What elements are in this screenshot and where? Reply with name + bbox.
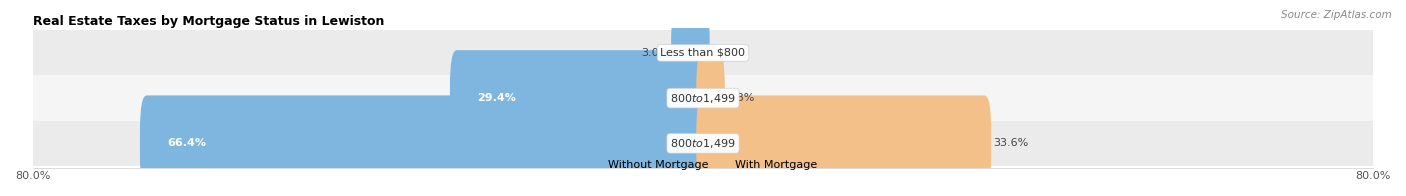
Text: 0.0%: 0.0%	[720, 48, 748, 58]
Text: 3.0%: 3.0%	[641, 48, 669, 58]
Bar	[32, 121, 1374, 166]
Text: Source: ZipAtlas.com: Source: ZipAtlas.com	[1281, 10, 1392, 20]
Text: 66.4%: 66.4%	[167, 138, 207, 148]
Text: 29.4%: 29.4%	[478, 93, 516, 103]
Text: Less than $800: Less than $800	[661, 48, 745, 58]
Bar	[32, 30, 1374, 75]
Bar	[32, 75, 1374, 121]
FancyBboxPatch shape	[696, 50, 724, 146]
Text: Real Estate Taxes by Mortgage Status in Lewiston: Real Estate Taxes by Mortgage Status in …	[32, 15, 384, 28]
Text: $800 to $1,499: $800 to $1,499	[671, 137, 735, 150]
Text: 33.6%: 33.6%	[993, 138, 1028, 148]
Text: 1.8%: 1.8%	[727, 93, 755, 103]
FancyBboxPatch shape	[671, 5, 710, 101]
FancyBboxPatch shape	[141, 95, 710, 191]
FancyBboxPatch shape	[450, 50, 710, 146]
Text: $800 to $1,499: $800 to $1,499	[671, 92, 735, 105]
Legend: Without Mortgage, With Mortgage: Without Mortgage, With Mortgage	[588, 159, 818, 170]
FancyBboxPatch shape	[696, 95, 991, 191]
